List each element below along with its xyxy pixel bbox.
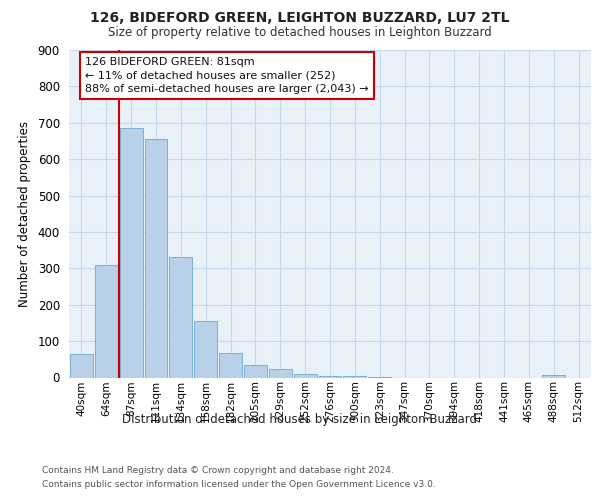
Text: Distribution of detached houses by size in Leighton Buzzard: Distribution of detached houses by size … xyxy=(122,412,478,426)
Bar xyxy=(244,365,267,378)
Bar xyxy=(169,258,192,378)
Bar xyxy=(294,374,317,378)
Bar xyxy=(368,377,391,378)
Bar xyxy=(219,353,242,378)
Bar xyxy=(319,376,341,378)
Text: 126 BIDEFORD GREEN: 81sqm
← 11% of detached houses are smaller (252)
88% of semi: 126 BIDEFORD GREEN: 81sqm ← 11% of detac… xyxy=(85,58,369,94)
Bar xyxy=(542,374,565,378)
Bar xyxy=(343,376,366,378)
Text: Size of property relative to detached houses in Leighton Buzzard: Size of property relative to detached ho… xyxy=(108,26,492,39)
Text: 126, BIDEFORD GREEN, LEIGHTON BUZZARD, LU7 2TL: 126, BIDEFORD GREEN, LEIGHTON BUZZARD, L… xyxy=(90,11,510,25)
Bar xyxy=(95,264,118,378)
Y-axis label: Number of detached properties: Number of detached properties xyxy=(18,120,31,306)
Bar xyxy=(70,354,93,378)
Text: Contains HM Land Registry data © Crown copyright and database right 2024.: Contains HM Land Registry data © Crown c… xyxy=(42,466,394,475)
Text: Contains public sector information licensed under the Open Government Licence v3: Contains public sector information licen… xyxy=(42,480,436,489)
Bar xyxy=(194,321,217,378)
Bar xyxy=(120,128,143,378)
Bar xyxy=(269,370,292,378)
Bar xyxy=(145,139,167,378)
